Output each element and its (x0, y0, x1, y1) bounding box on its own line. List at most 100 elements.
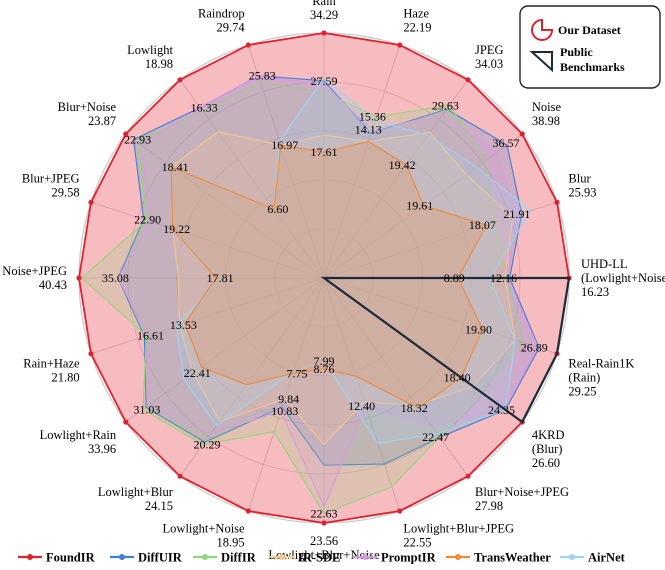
value-label: 16.61 (137, 329, 164, 343)
axis-label-line: 29.25 (568, 384, 596, 398)
axis-label-line: Raindrop (198, 7, 245, 21)
foundir-point (321, 520, 327, 526)
axis-label: Rain+Haze 21.80 (23, 356, 80, 384)
axis-label: 4KRD (Blur) 26.60 (532, 428, 565, 470)
value-label: 31.03 (133, 403, 160, 417)
series-area-transweather (170, 140, 487, 409)
axis-label: Lowlight+Noise 18.95 (163, 521, 245, 549)
axis-label-line: Rain+Haze (23, 356, 80, 370)
foundir-point (465, 473, 471, 479)
legend-item-transweather: TransWeather (474, 551, 551, 565)
foundir-point (554, 199, 560, 205)
legend-marker (202, 554, 208, 560)
foundir-point (245, 42, 251, 48)
axis-label-line: 21.80 (51, 370, 79, 384)
axis-label-line: Lowlight+Blur+Noise (268, 548, 380, 562)
value-label: 8.89 (444, 271, 465, 285)
legend-marker (27, 554, 33, 560)
value-label: 18.41 (162, 160, 189, 174)
axis-label-line: 25.93 (568, 186, 596, 200)
axis-label-line: Lowlight+Blur+JPEG (403, 521, 514, 535)
grid-spoke (323, 201, 558, 279)
axis-label-line: (Lowlight+Noise) (581, 271, 665, 285)
value-label: 25.83 (249, 69, 276, 83)
value-label: 22.90 (134, 212, 161, 226)
axis-label-line: 22.55 (403, 535, 431, 549)
axis-label-line: Real-Rain1K (568, 356, 634, 370)
value-label: 13.53 (170, 318, 197, 332)
axis-label-line: Lowlight+Rain (40, 428, 117, 442)
grid-spoke (90, 201, 325, 279)
value-label: 21.91 (503, 207, 530, 221)
axis-label-line: 40.43 (39, 278, 67, 292)
our-dataset-label: Our Dataset (558, 23, 621, 37)
foundir-point (519, 131, 525, 137)
grid-spoke (247, 277, 325, 512)
legend-box-frame (519, 5, 661, 89)
legend-item-diffuir: DiffUIR (138, 551, 183, 565)
value-label: 18.32 (401, 401, 428, 415)
legend-item-foundir: FoundIR (46, 551, 96, 565)
value-label: 36.57 (492, 136, 519, 150)
foundir-point (123, 131, 129, 137)
value-label: 35.08 (102, 271, 129, 285)
axis-label: Real-Rain1K (Rain) 29.25 (568, 356, 634, 398)
value-label: 27.59 (311, 74, 338, 88)
axis-label: Lowlight+Blur+JPEG 22.55 (403, 521, 514, 549)
axis-label: Raindrop 29.74 (198, 7, 245, 35)
axis-label: UHD-LL (Lowlight+Noise) 16.23 (581, 257, 665, 299)
axis-label-line: Blur+Noise (58, 100, 117, 114)
axis-label: Blur 25.93 (568, 172, 596, 200)
legend-marker (569, 554, 575, 560)
axis-label-line: 18.98 (145, 57, 173, 71)
grid-spoke (179, 277, 325, 477)
axis-label-line: (Blur) (532, 442, 563, 456)
value-label: 12.16 (490, 271, 517, 285)
axis-label-line: Lowlight+Blur (98, 485, 174, 499)
legend-marker (279, 554, 285, 560)
value-label: 8.76 (314, 362, 335, 376)
value-label: 16.97 (271, 138, 298, 152)
value-label: 20.29 (194, 438, 221, 452)
value-label: 17.81 (207, 271, 234, 285)
grid-spoke (323, 44, 401, 279)
axis-label: Blur+Noise+JPEG 27.98 (475, 485, 569, 513)
axis-label-line: Blur+JPEG (22, 172, 80, 186)
foundir-point (88, 199, 94, 205)
axis-label: Lowlight+Rain 33.96 (40, 428, 117, 456)
value-label: 22.47 (422, 430, 449, 444)
grid-spoke (125, 277, 325, 423)
foundir-point (76, 275, 82, 281)
value-label: 22.63 (311, 506, 338, 520)
value-label: 15.36 (359, 110, 386, 124)
value-label: 19.61 (406, 199, 433, 213)
grid-spoke (323, 277, 558, 355)
axis-label-line: Lowlight+Noise (163, 521, 245, 535)
axis-label-line: 18.95 (216, 535, 244, 549)
legend-marker (455, 554, 461, 560)
axis-label: Lowlight+Blur 24.15 (98, 485, 174, 513)
foundir-point (397, 508, 403, 514)
value-label: 7.99 (314, 354, 335, 368)
axis-label-line: 33.96 (88, 442, 116, 456)
value-label: 22.41 (184, 366, 211, 380)
axis-label-line: 29.74 (216, 21, 245, 35)
axis-label-line: 27.98 (475, 499, 503, 513)
value-label: 9.84 (278, 392, 299, 406)
legend-item-diffir: DiffIR (221, 551, 257, 565)
foundir-point (177, 77, 183, 83)
legend-marker (119, 554, 125, 560)
foundir-point (123, 419, 129, 425)
axis-label-line: 22.19 (403, 21, 431, 35)
axis-label-line: UHD-LL (581, 257, 628, 271)
foundir-point (177, 473, 183, 479)
axis-label: Lowlight 18.98 (127, 43, 173, 71)
value-label: 18.40 (444, 371, 471, 385)
public-benchmark-highlight (320, 276, 571, 424)
value-label: 12.40 (348, 399, 375, 413)
public-benchmark-outline (320, 276, 571, 424)
public-benchmarks-label: Public Benchmarks (560, 45, 625, 74)
legend-item-promptir: PromptIR (381, 551, 437, 565)
